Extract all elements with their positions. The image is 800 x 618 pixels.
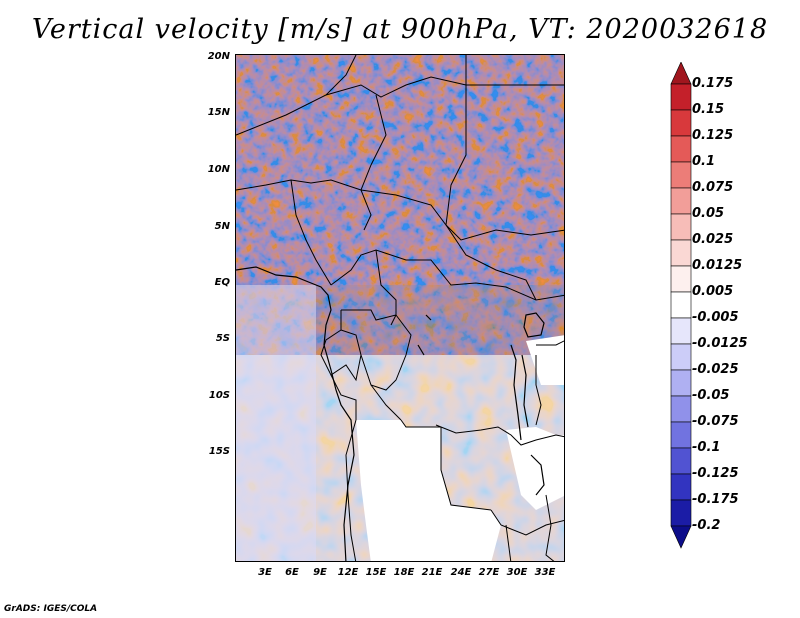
colorbar-label: 0.0125 <box>692 258 743 273</box>
colorbar-label: 0.15 <box>692 102 725 117</box>
blank-region-east <box>506 427 564 510</box>
colorbar-cell <box>670 395 692 423</box>
lat-label-10s: 10S <box>208 390 230 401</box>
lon-label-18e: 18E <box>393 567 415 578</box>
colorbar-label: -0.1 <box>692 440 721 455</box>
colorbar-cell <box>670 83 692 111</box>
lon-label-9e: 9E <box>313 567 327 578</box>
colorbar-cell <box>670 421 692 449</box>
colorbar-cell <box>670 161 692 189</box>
lon-label-12e: 12E <box>337 567 359 578</box>
ocean-shade <box>236 285 316 561</box>
colorbar-cell <box>670 499 692 527</box>
colorbar-label: -0.005 <box>692 310 739 325</box>
colorbar-label: -0.025 <box>692 362 739 377</box>
colorbar-cell <box>670 187 692 215</box>
lat-label-15n: 15N <box>207 107 230 118</box>
colorbar-cell <box>670 265 692 293</box>
map-panel <box>235 54 565 562</box>
colorbar-label: -0.0125 <box>692 336 748 351</box>
colorbar-cell <box>670 213 692 241</box>
lon-label-6e: 6E <box>285 567 299 578</box>
lon-label-30e: 30E <box>506 567 528 578</box>
colorbar-cell <box>670 135 692 163</box>
colorbar-label: 0.005 <box>692 284 734 299</box>
colorbar-label: -0.075 <box>692 414 739 429</box>
colorbar-label: -0.175 <box>692 492 739 507</box>
map-field <box>236 55 564 561</box>
lat-label-15s: 15S <box>208 446 230 457</box>
country-borders <box>236 55 564 561</box>
lon-label-33e: 33E <box>534 567 556 578</box>
colorbar-cell-top-arrow <box>670 62 692 85</box>
colorbar-cell <box>670 239 692 267</box>
lat-label-20n: 20N <box>207 51 230 62</box>
colorbar-label: -0.05 <box>692 388 730 403</box>
colorbar-label: 0.05 <box>692 206 725 221</box>
lon-label-15e: 15E <box>365 567 387 578</box>
colorbar-cell <box>670 369 692 397</box>
lon-label-21e: 21E <box>421 567 443 578</box>
lat-label-eq: EQ <box>214 277 230 288</box>
colorbar-label: -0.125 <box>692 466 739 481</box>
colorbar-cell <box>670 343 692 371</box>
lat-label-5s: 5S <box>215 333 230 344</box>
lon-label-24e: 24E <box>450 567 472 578</box>
colorbar-cell <box>670 447 692 475</box>
blank-region-east2 <box>526 335 564 385</box>
colorbar-label: 0.175 <box>692 76 734 91</box>
colorbar-label: -0.2 <box>692 518 721 533</box>
lat-label-10n: 10N <box>207 164 230 175</box>
blank-region-south <box>356 420 501 561</box>
grads-credit: GrADS: IGES/COLA <box>4 604 98 614</box>
colorbar-label: 0.025 <box>692 232 734 247</box>
lon-label-27e: 27E <box>478 567 500 578</box>
chart-title: Vertical velocity [m/s] at 900hPa, VT: 2… <box>31 14 769 45</box>
colorbar-cell <box>670 291 692 319</box>
colorbar-cell <box>670 317 692 345</box>
colorbar <box>670 62 692 549</box>
colorbar-cell <box>670 109 692 137</box>
colorbar-label: 0.125 <box>692 128 734 143</box>
coastlines <box>236 266 545 561</box>
lon-label-3e: 3E <box>258 567 272 578</box>
colorbar-label: 0.075 <box>692 180 734 195</box>
colorbar-cell-bottom-arrow <box>670 525 692 549</box>
colorbar-cell <box>670 473 692 501</box>
lat-label-5n: 5N <box>214 221 230 232</box>
colorbar-label: 0.1 <box>692 154 716 169</box>
